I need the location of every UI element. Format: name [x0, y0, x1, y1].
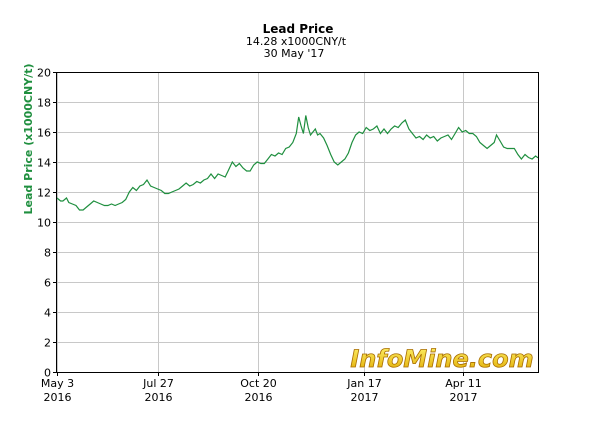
x-tick-label: Apr 11	[445, 377, 482, 390]
y-tick-label: 6	[44, 277, 51, 290]
chart-subtitle-date: 30 May '17	[264, 47, 325, 60]
x-tick-label: Oct 20	[240, 377, 277, 390]
chart-title: Lead Price	[263, 22, 334, 36]
y-tick-label: 0	[44, 367, 51, 380]
grid-lines	[57, 72, 538, 373]
x-tick-year: 2017	[450, 391, 478, 404]
x-tick-year: 2016	[145, 391, 173, 404]
x-tick-label: May 3	[41, 377, 74, 390]
y-tick-label: 10	[37, 217, 51, 230]
x-tick-year: 2017	[351, 391, 379, 404]
x-tick-year: 2016	[44, 391, 72, 404]
y-tick-label: 18	[37, 97, 51, 110]
chart-subtitle-value: 14.28 x1000CNY/t	[246, 35, 347, 48]
x-tick-label: Jan 17	[346, 377, 381, 390]
y-axis-ticks: 0 2 4 6 8 10 12 14 16 18 20	[37, 67, 57, 380]
y-tick-label: 20	[37, 67, 51, 80]
y-tick-label: 16	[37, 127, 51, 140]
lead-price-line	[56, 115, 539, 211]
infomine-watermark: InfoMine.com	[350, 345, 533, 373]
x-tick-year: 2016	[245, 391, 273, 404]
x-tick-label: Jul 27	[142, 377, 174, 390]
y-tick-label: 14	[37, 157, 51, 170]
y-tick-label: 8	[44, 247, 51, 260]
plot-frame	[56, 72, 539, 373]
y-axis-label: Lead Price (x1000CNY/t)	[22, 64, 35, 215]
y-tick-label: 4	[44, 307, 51, 320]
y-tick-label: 2	[44, 337, 51, 350]
y-tick-label: 12	[37, 187, 51, 200]
